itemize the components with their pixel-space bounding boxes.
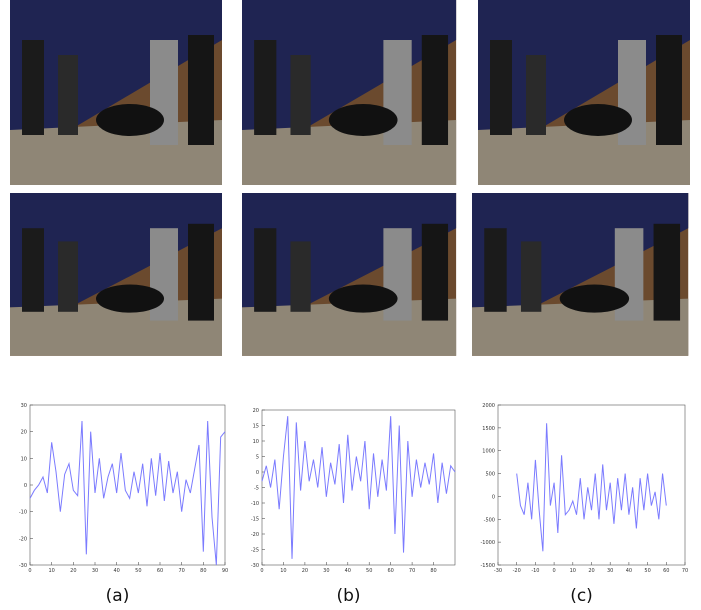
y-tick-label: -5 [254,486,259,492]
axes-frame [30,405,225,565]
photo [242,193,456,356]
panel-caption: (b) [336,586,360,606]
x-tick-label: 40 [113,568,119,574]
y-tick-label: -30 [251,563,259,569]
y-tick-label: -30 [19,563,27,569]
x-tick-label: 0 [28,568,31,574]
x-tick-label: 50 [135,568,141,574]
x-tick-label: 70 [178,568,184,574]
photo [242,0,456,185]
y-tick-label: -500 [484,517,495,523]
x-tick-label: 20 [70,568,76,574]
y-tick-label: 0 [24,483,27,489]
y-tick-label: 5 [256,455,259,461]
x-tick-label: 70 [409,568,415,574]
y-tick-label: -25 [251,548,259,554]
x-tick-label: -10 [531,568,539,574]
x-tick-label: 90 [222,568,228,574]
axes-frame [262,410,455,565]
x-tick-label: 0 [260,568,263,574]
x-tick-label: 40 [345,568,351,574]
photo [472,193,688,356]
x-tick-label: 60 [387,568,393,574]
photo [10,0,222,185]
x-tick-label: 20 [302,568,308,574]
y-tick-label: -20 [19,536,27,542]
y-tick-label: -10 [251,501,259,507]
x-tick-label: 80 [430,568,436,574]
x-tick-label: 50 [644,568,650,574]
x-tick-label: 30 [607,568,613,574]
x-tick-label: 40 [626,568,632,574]
y-tick-label: 10 [253,439,259,445]
photo [10,193,222,356]
y-tick-label: 1000 [482,449,495,455]
x-tick-label: 20 [588,568,594,574]
y-tick-label: 500 [485,472,495,478]
x-tick-label: 30 [92,568,98,574]
series-line [30,421,225,565]
x-tick-label: 60 [157,568,163,574]
y-tick-label: 0 [492,494,495,500]
series-line [517,423,667,551]
x-tick-label: -20 [513,568,521,574]
x-tick-label: 10 [280,568,286,574]
y-tick-label: 20 [21,430,27,436]
y-tick-label: 30 [21,403,27,409]
x-tick-label: 10 [48,568,54,574]
y-tick-label: 15 [253,424,259,430]
axes-frame [498,405,685,565]
y-tick-label: -1500 [480,563,495,569]
x-tick-label: -30 [494,568,502,574]
panel-caption: (c) [570,586,593,606]
x-tick-label: 50 [366,568,372,574]
y-tick-label: 10 [21,456,27,462]
y-tick-label: 20 [253,408,259,414]
y-tick-label: 0 [256,470,259,476]
x-tick-label: 0 [553,568,556,574]
x-tick-label: 70 [682,568,688,574]
photo [478,0,690,185]
y-tick-label: 2000 [482,403,495,409]
series-line [262,416,455,559]
x-tick-label: 30 [323,568,329,574]
panel-caption: (a) [106,586,130,606]
page: {"chart_data": [ {"type": "line", "capti… [0,0,701,610]
y-tick-label: -10 [19,510,27,516]
y-tick-label: 1500 [482,426,495,432]
y-tick-label: -1000 [480,540,495,546]
y-tick-label: -15 [251,517,259,523]
figure: -30-20-1001020300102030405060708090(a)-3… [0,0,701,610]
y-tick-label: -20 [251,532,259,538]
x-tick-label: 60 [663,568,669,574]
x-tick-label: 80 [200,568,206,574]
x-tick-label: 10 [570,568,576,574]
